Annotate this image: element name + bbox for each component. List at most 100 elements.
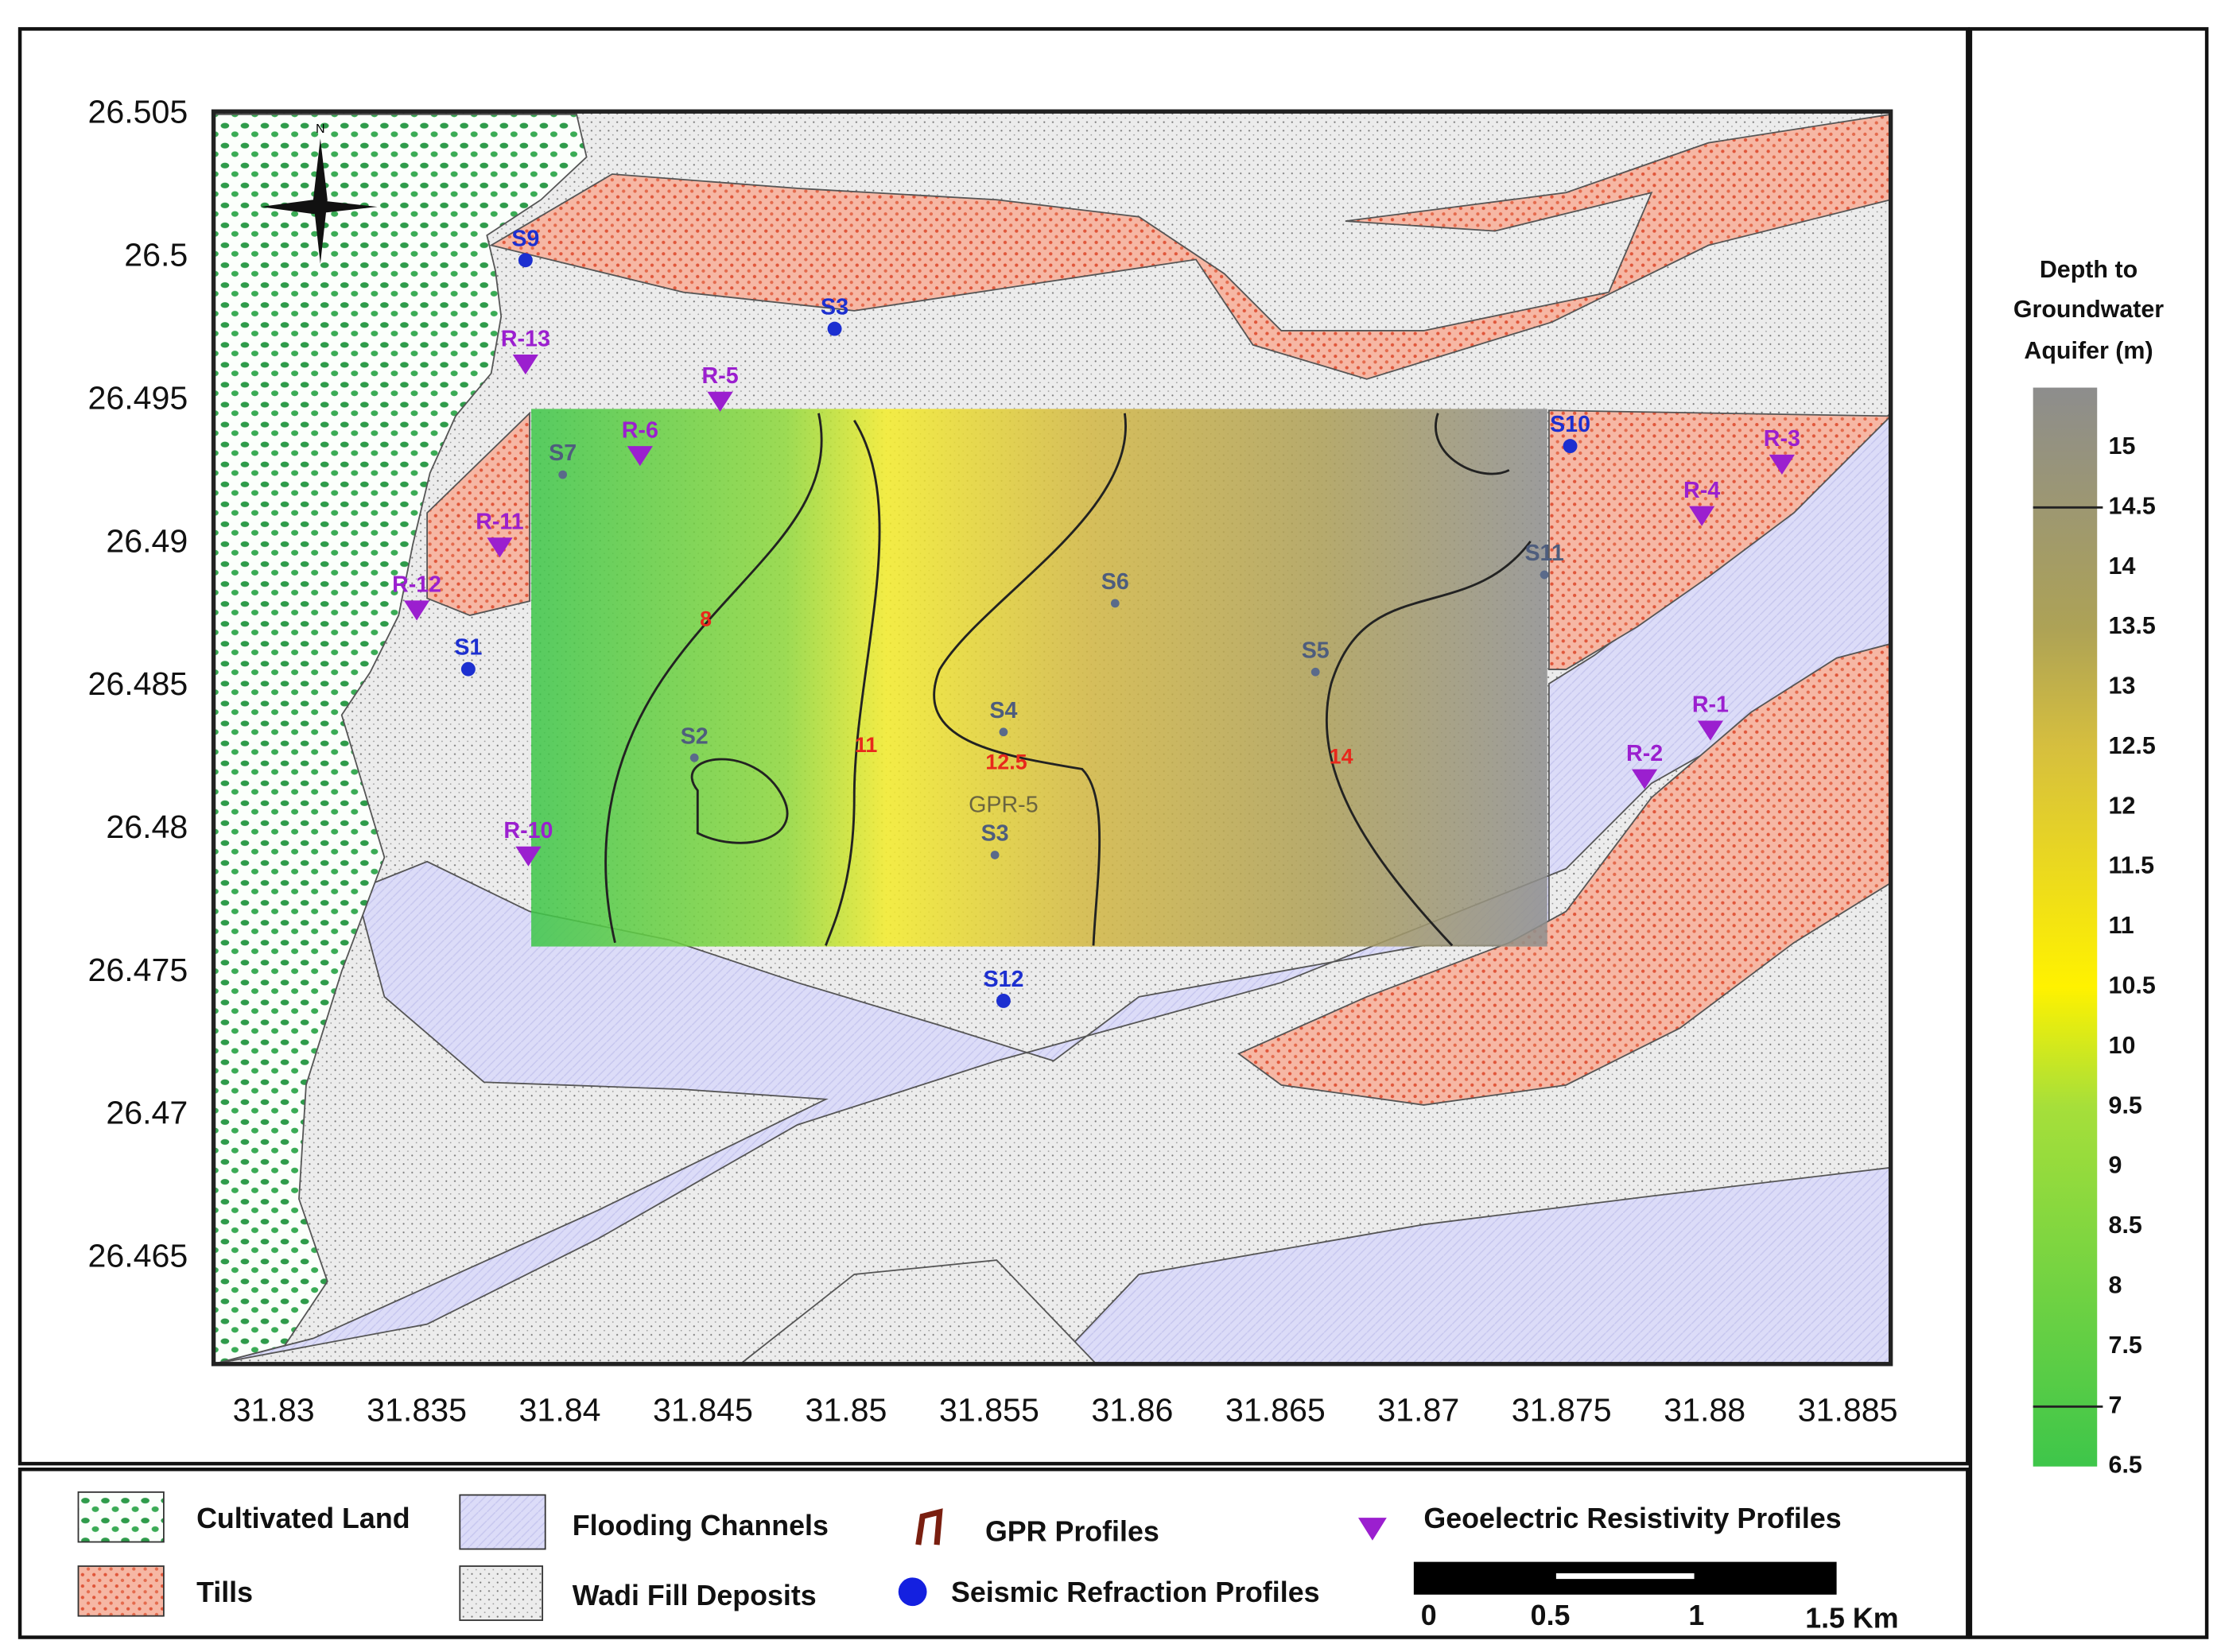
north-label: N <box>316 122 325 136</box>
colorbar-tick-label: 14 <box>2109 553 2136 580</box>
gpr-label: GPR-5 <box>969 793 1038 818</box>
north-arrow: N <box>260 122 378 264</box>
seismic-profile <box>689 753 699 762</box>
x-tick-label: 31.875 <box>1512 1392 1612 1429</box>
y-tick-label: 26.485 <box>87 665 188 702</box>
scale-label: 1.5 Km <box>1805 1602 1898 1634</box>
colorbar-tick-label: 15 <box>2109 432 2136 460</box>
y-tick-label: 26.47 <box>106 1095 188 1131</box>
y-tick-label: 26.475 <box>87 952 188 988</box>
resistivity-label: R-5 <box>702 363 739 389</box>
resistivity-label: R-3 <box>1764 426 1800 452</box>
colorbar-tick-label: 7 <box>2109 1391 2122 1418</box>
flooding-channel <box>213 412 1891 1364</box>
colorbar-tick-label: 10 <box>2109 1032 2136 1059</box>
colorbar-tick-label: 11.5 <box>2109 852 2155 879</box>
seismic-label: S1 <box>454 635 482 661</box>
colorbar-title: Depth to <box>2040 256 2138 283</box>
flooding-channel <box>1052 1166 1891 1364</box>
x-tick-label: 31.845 <box>653 1392 753 1429</box>
contour-line <box>825 419 881 946</box>
seismic-label: S10 <box>1550 412 1590 437</box>
tills <box>489 113 1891 380</box>
seismic-profile <box>460 661 476 677</box>
colorbar-title: Aquifer (m) <box>2024 337 2153 364</box>
contour-line <box>1325 413 1532 947</box>
seismic-profile <box>1540 570 1549 580</box>
resistivity-label: R-4 <box>1683 478 1720 503</box>
compass-star <box>260 138 378 264</box>
resistivity-label: R-1 <box>1692 692 1729 718</box>
colorbar-tick-label: 12.5 <box>2109 732 2156 759</box>
contour-label: 14 <box>1330 744 1353 768</box>
seismic-profile <box>990 851 1000 859</box>
x-tick-label: 31.855 <box>939 1392 1039 1429</box>
y-tick-label: 26.48 <box>106 809 188 845</box>
legend-label: Wadi Fill Deposits <box>573 1580 817 1611</box>
resistivity-label: R-2 <box>1626 741 1663 766</box>
contour-label: 8 <box>700 607 712 631</box>
y-tick-label: 26.495 <box>87 379 188 416</box>
seismic-label: S3 <box>981 821 1009 847</box>
resistivity-profile <box>487 537 513 558</box>
x-tick-label: 31.835 <box>367 1392 467 1429</box>
colorbar-tick-label: 13 <box>2109 673 2136 700</box>
cultivated-land <box>213 113 588 1364</box>
seismic-profile <box>1310 667 1320 677</box>
y-tick-label: 26.49 <box>106 522 188 559</box>
scale-label: 0.5 <box>1531 1600 1571 1631</box>
resistivity-label: R-12 <box>392 572 441 598</box>
contour-line <box>690 758 789 844</box>
y-tick-label: 26.5 <box>124 237 188 273</box>
legend-panel <box>17 1468 1970 1639</box>
resistivity-profile <box>403 600 430 621</box>
colorbar-tick-label: 11 <box>2109 912 2134 939</box>
seismic-profile <box>1110 599 1120 608</box>
resistivity-label: R-10 <box>503 818 553 843</box>
x-tick-label: 31.86 <box>1091 1392 1173 1429</box>
resistivity-profile <box>1688 506 1715 526</box>
seismic-label: S2 <box>681 723 709 749</box>
seismic-label: S3 <box>821 295 848 320</box>
resistivity-profile <box>515 846 542 867</box>
legend-swatch <box>459 1565 544 1621</box>
legend-swatch <box>77 1491 165 1543</box>
scale-label: 1 <box>1688 1600 1704 1631</box>
colorbar-tick-label: 6.5 <box>2109 1452 2142 1479</box>
tills <box>426 411 530 616</box>
seismic-profile <box>999 727 1008 737</box>
resistivity-profile <box>707 391 733 412</box>
scale-label: 0 <box>1421 1600 1437 1631</box>
resistivity-profile <box>512 355 538 375</box>
legend-resistivity-icon <box>1358 1518 1387 1541</box>
legend-label: Tills <box>196 1576 253 1608</box>
contour-lines <box>604 413 1532 947</box>
seismic-profile <box>1563 439 1578 454</box>
groundwater-depth-overlay <box>531 409 1547 947</box>
legend-label: GPR Profiles <box>985 1515 1159 1547</box>
resistivity-profile <box>1769 454 1795 475</box>
resistivity-label: R-6 <box>622 417 658 443</box>
x-tick-label: 31.88 <box>1664 1392 1745 1429</box>
legend-label: Geoelectric Resistivity Profiles <box>1423 1503 1841 1534</box>
resistivity-label: R-13 <box>501 326 550 351</box>
x-tick-label: 31.85 <box>805 1392 887 1429</box>
colorbar-tick-label: 12 <box>2109 792 2136 819</box>
colorbar-title: Groundwater <box>2013 296 2164 323</box>
contour-line <box>604 413 823 944</box>
contour-label: 12.5 <box>985 750 1027 774</box>
x-tick-label: 31.865 <box>1225 1392 1326 1429</box>
y-tick-label: 26.465 <box>87 1238 188 1274</box>
legend-swatch <box>77 1565 165 1617</box>
x-tick-label: 31.84 <box>519 1392 601 1429</box>
colorbar-tick-label: 8 <box>2109 1272 2122 1299</box>
colorbar-tick-label: 7.5 <box>2109 1332 2142 1359</box>
colorbar-tick-label: 8.5 <box>2109 1212 2142 1239</box>
legend-label: Flooding Channels <box>573 1510 829 1541</box>
seismic-label: S4 <box>989 698 1017 723</box>
colorbar-tick-label: 9.5 <box>2109 1092 2142 1119</box>
resistivity-profile <box>627 446 653 467</box>
